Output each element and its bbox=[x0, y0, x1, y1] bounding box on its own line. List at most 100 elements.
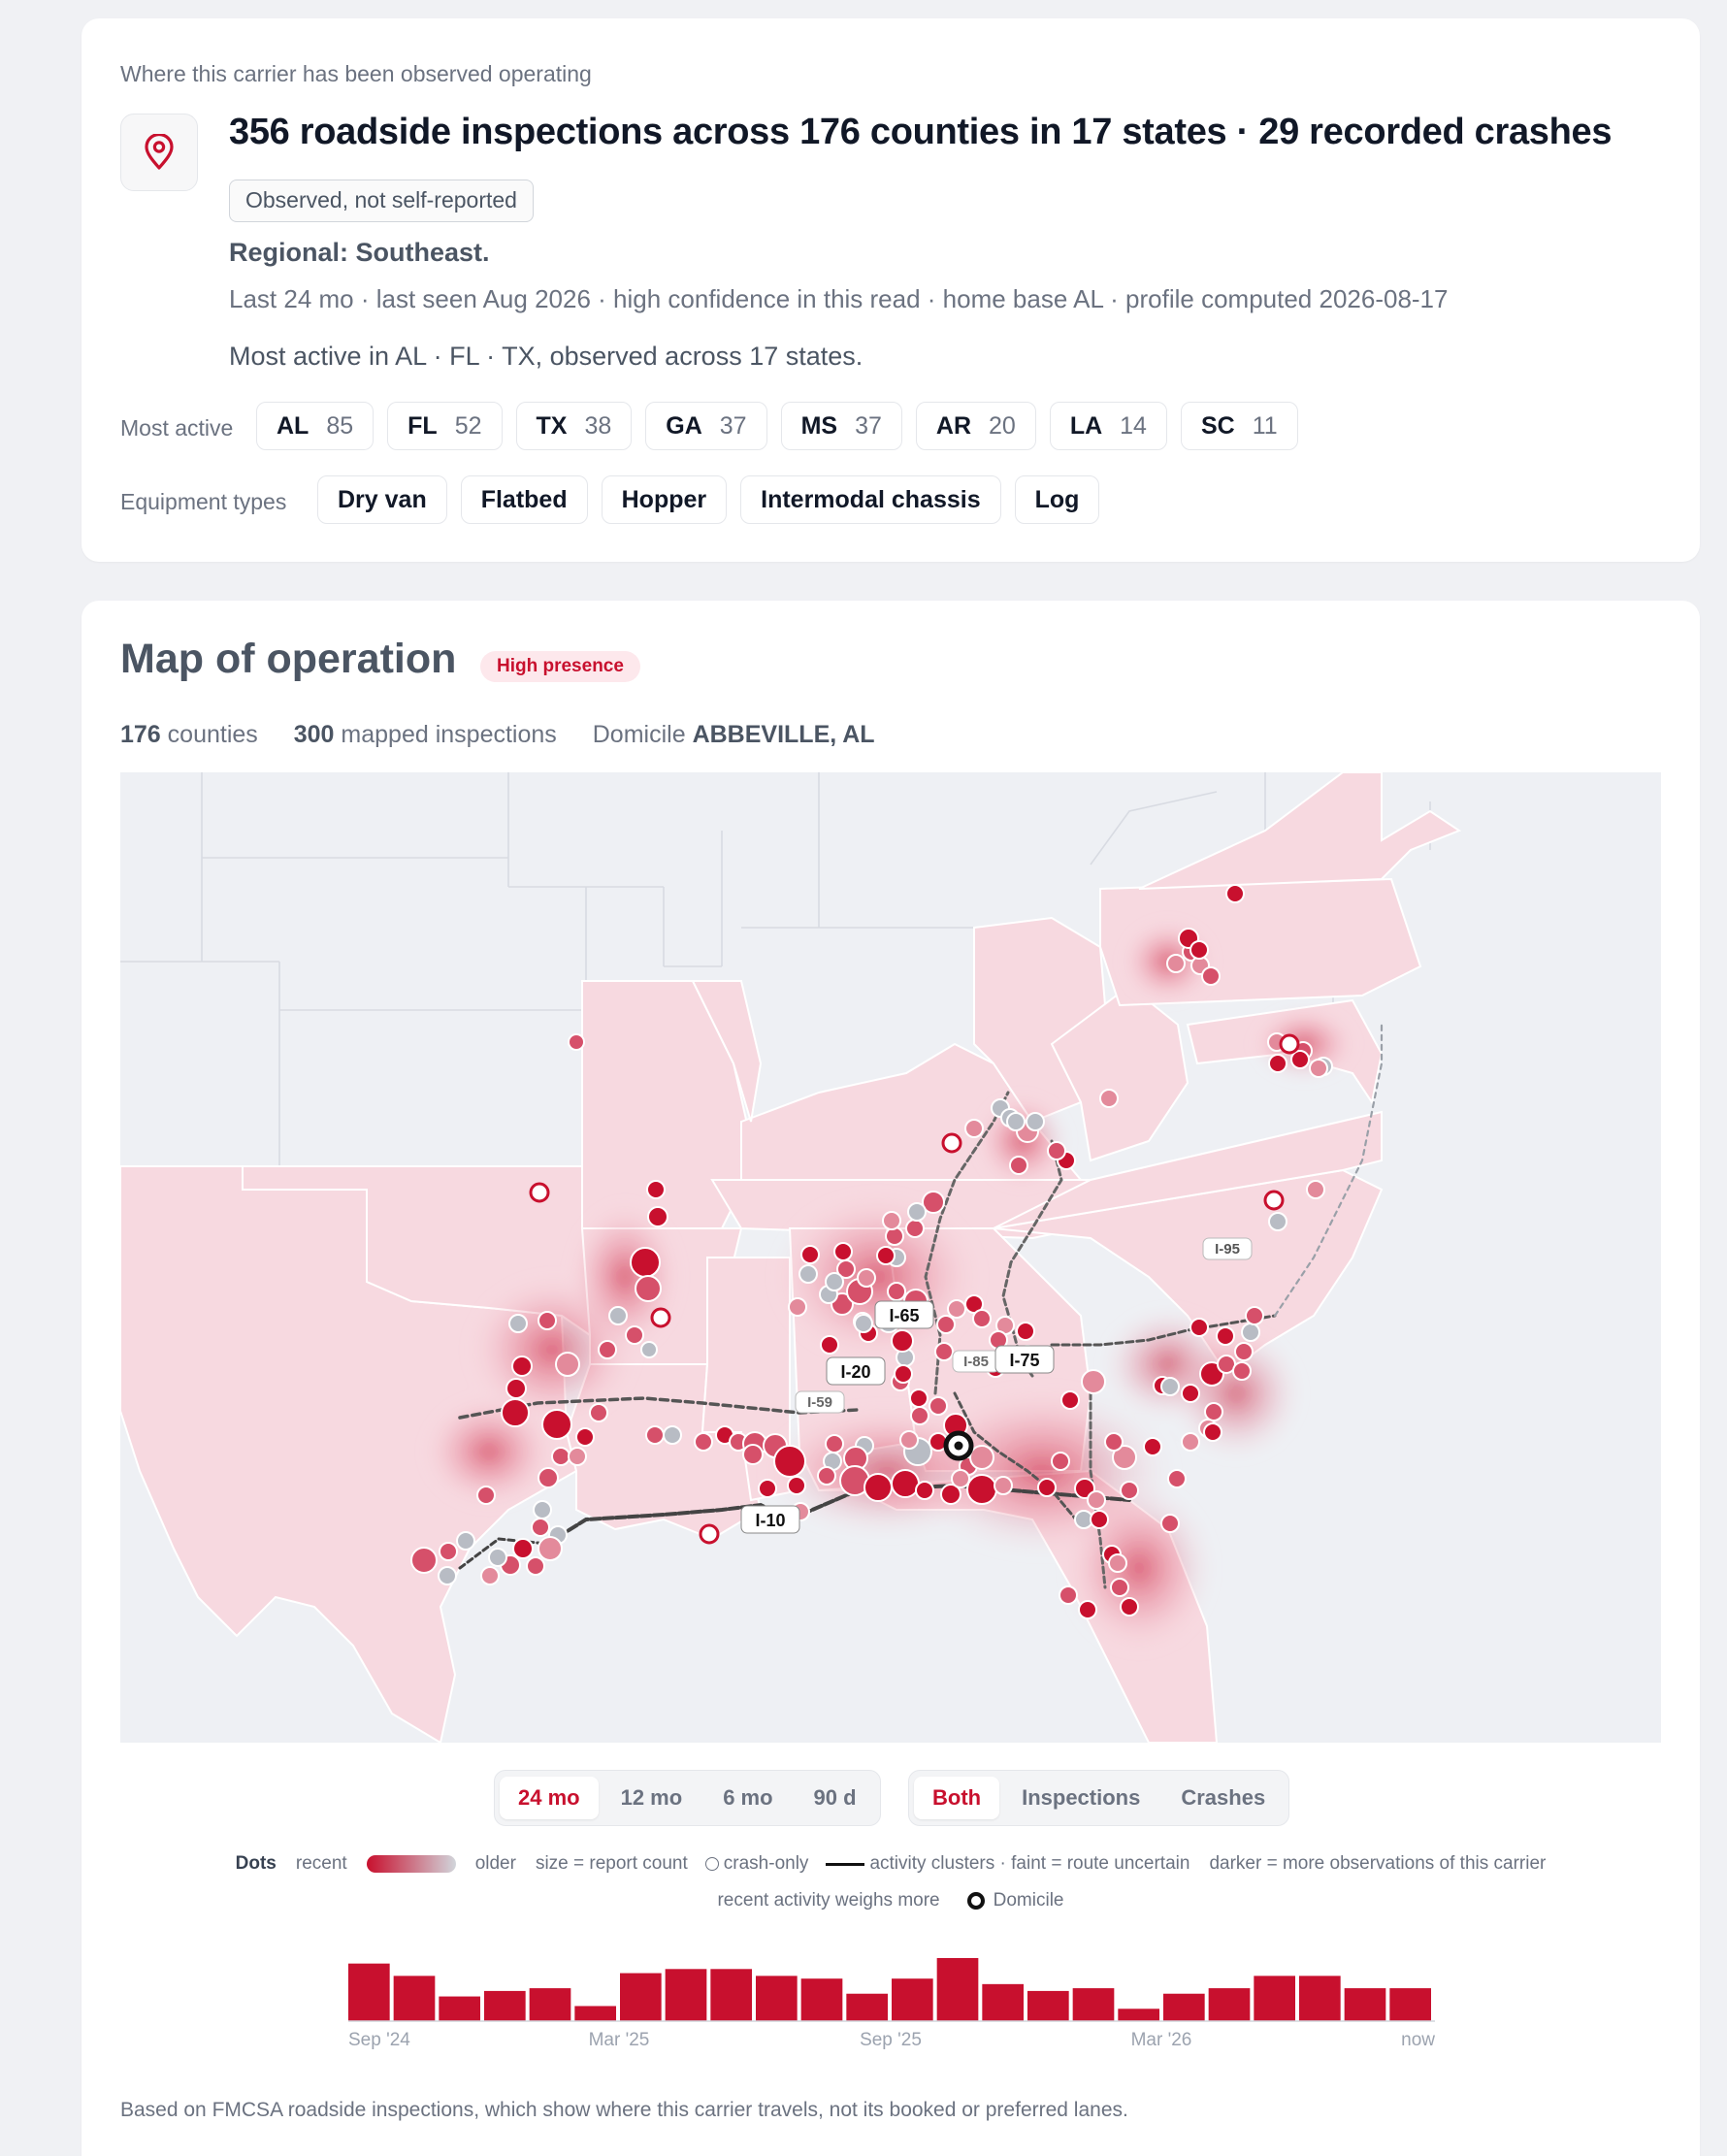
inspection-dot[interactable] bbox=[882, 1211, 901, 1230]
inspection-dot[interactable] bbox=[1189, 940, 1209, 960]
inspection-dot[interactable] bbox=[887, 1282, 906, 1301]
domicile-marker[interactable] bbox=[943, 1430, 974, 1461]
inspection-dot[interactable] bbox=[876, 1246, 896, 1265]
operation-map[interactable]: I-95 I-65 I-20 I-85 I-75 I-59 I-10 bbox=[120, 772, 1661, 1743]
state-chip-ms[interactable]: MS 37 bbox=[780, 402, 902, 450]
inspection-dot[interactable] bbox=[951, 1469, 970, 1488]
inspection-dot[interactable] bbox=[410, 1547, 438, 1574]
timeline-bar[interactable] bbox=[1163, 1993, 1205, 2021]
inspection-dot[interactable] bbox=[885, 1226, 904, 1246]
inspection-dot[interactable] bbox=[1201, 966, 1221, 986]
inspection-dot[interactable] bbox=[1120, 1597, 1139, 1617]
type-option-crashes[interactable]: Crashes bbox=[1181, 1785, 1266, 1810]
state-chip-fl[interactable]: FL 52 bbox=[387, 402, 503, 450]
inspection-dot[interactable] bbox=[551, 1447, 570, 1466]
timeline-bar[interactable] bbox=[1254, 1976, 1295, 2021]
inspection-dot[interactable] bbox=[1120, 1481, 1139, 1500]
inspection-dot[interactable] bbox=[1160, 1377, 1180, 1396]
inspection-dot[interactable] bbox=[608, 1306, 628, 1325]
inspection-dot[interactable] bbox=[798, 1264, 818, 1284]
inspection-dot[interactable] bbox=[1016, 1322, 1035, 1341]
inspection-dot[interactable] bbox=[538, 1467, 559, 1488]
inspection-dot[interactable] bbox=[1099, 1089, 1119, 1108]
crash-only-dot[interactable] bbox=[650, 1307, 671, 1328]
timeline-bar[interactable] bbox=[574, 2006, 616, 2021]
inspection-dot[interactable] bbox=[1181, 1432, 1200, 1452]
inspection-dot[interactable] bbox=[1290, 1050, 1310, 1069]
inspection-dot[interactable] bbox=[538, 1311, 557, 1330]
inspection-dot[interactable] bbox=[480, 1566, 500, 1585]
inspection-dot[interactable] bbox=[541, 1409, 572, 1440]
inspection-dot[interactable] bbox=[1104, 1432, 1124, 1452]
inspection-dot[interactable] bbox=[630, 1247, 661, 1278]
inspection-dot[interactable] bbox=[1143, 1437, 1162, 1456]
timeline-bar[interactable] bbox=[484, 1990, 526, 2021]
timeline-bar[interactable] bbox=[982, 1983, 1024, 2021]
inspection-dot[interactable] bbox=[568, 1447, 587, 1466]
inspection-dot[interactable] bbox=[640, 1341, 658, 1358]
inspection-dot[interactable] bbox=[663, 1425, 682, 1445]
timeline-bar[interactable] bbox=[800, 1978, 843, 2021]
crash-only-dot[interactable] bbox=[1279, 1033, 1300, 1055]
inspection-dot[interactable] bbox=[533, 1500, 552, 1519]
inspection-dot[interactable] bbox=[635, 1275, 662, 1302]
inspection-dot[interactable] bbox=[1037, 1478, 1057, 1497]
timeline-bar[interactable] bbox=[756, 1976, 798, 2021]
inspection-dot[interactable] bbox=[817, 1466, 836, 1486]
inspection-dot[interactable] bbox=[1060, 1390, 1080, 1410]
inspection-dot[interactable] bbox=[929, 1396, 948, 1416]
timeline-bar[interactable] bbox=[1027, 1990, 1069, 2021]
type-option-inspections[interactable]: Inspections bbox=[1022, 1785, 1141, 1810]
inspection-dot[interactable] bbox=[1047, 1141, 1066, 1160]
inspection-dot[interactable] bbox=[857, 1268, 876, 1288]
timeline-bar[interactable] bbox=[892, 1978, 933, 2021]
inspection-dot[interactable] bbox=[825, 1272, 844, 1291]
timeline-bar[interactable] bbox=[1389, 1988, 1431, 2021]
inspection-dot[interactable] bbox=[1245, 1306, 1264, 1325]
inspection-dot[interactable] bbox=[969, 1445, 994, 1470]
inspection-dot[interactable] bbox=[1225, 884, 1245, 903]
inspection-dot[interactable] bbox=[488, 1548, 507, 1567]
timeline-bar[interactable] bbox=[348, 1963, 390, 2021]
inspection-dot[interactable] bbox=[505, 1378, 527, 1399]
inspection-dot[interactable] bbox=[907, 1202, 927, 1222]
inspection-dot[interactable] bbox=[934, 1342, 954, 1361]
inspection-dot[interactable] bbox=[1090, 1510, 1109, 1529]
inspection-dot[interactable] bbox=[1189, 1318, 1209, 1337]
state-chip-ga[interactable]: GA 37 bbox=[645, 402, 767, 450]
inspection-dot[interactable] bbox=[909, 1388, 929, 1408]
timeline-bar[interactable] bbox=[620, 1973, 662, 2021]
timeline-bar[interactable] bbox=[1299, 1976, 1341, 2021]
inspection-dot[interactable] bbox=[1268, 1212, 1287, 1231]
inspection-dot[interactable] bbox=[589, 1403, 608, 1422]
inspection-dot[interactable] bbox=[922, 1191, 945, 1214]
timeline-bar[interactable] bbox=[1072, 1988, 1115, 2021]
range-option-24mo[interactable]: 24 mo bbox=[500, 1777, 599, 1819]
timeline-bar[interactable] bbox=[1208, 1988, 1251, 2021]
inspection-dot[interactable] bbox=[1110, 1578, 1129, 1597]
inspection-dot[interactable] bbox=[1181, 1384, 1200, 1403]
inspection-dot[interactable] bbox=[1241, 1323, 1260, 1342]
crash-only-dot[interactable] bbox=[699, 1523, 720, 1545]
inspection-dot[interactable] bbox=[511, 1356, 533, 1377]
inspection-dot[interactable] bbox=[531, 1518, 550, 1537]
inspection-dot[interactable] bbox=[964, 1119, 984, 1138]
inspection-dot[interactable] bbox=[694, 1432, 713, 1452]
state-chip-la[interactable]: LA 14 bbox=[1049, 402, 1167, 450]
inspection-dot[interactable] bbox=[1216, 1326, 1235, 1346]
inspection-dot[interactable] bbox=[512, 1538, 534, 1559]
range-option-6mo[interactable]: 6 mo bbox=[723, 1785, 773, 1810]
inspection-dot[interactable] bbox=[742, 1444, 764, 1465]
inspection-dot[interactable] bbox=[1009, 1156, 1028, 1175]
inspection-dot[interactable] bbox=[905, 1219, 925, 1238]
range-option-12mo[interactable]: 12 mo bbox=[620, 1785, 683, 1810]
timeline-bar[interactable] bbox=[1118, 2009, 1159, 2021]
range-option-90d[interactable]: 90 d bbox=[813, 1785, 857, 1810]
inspection-dot[interactable] bbox=[1234, 1342, 1254, 1361]
state-chip-tx[interactable]: TX 38 bbox=[515, 402, 633, 450]
timeline-bar[interactable] bbox=[710, 1969, 752, 2021]
inspection-dot[interactable] bbox=[501, 1398, 530, 1427]
inspection-dot[interactable] bbox=[625, 1325, 644, 1345]
inspection-dot[interactable] bbox=[456, 1531, 475, 1551]
inspection-dot[interactable] bbox=[940, 1484, 961, 1505]
